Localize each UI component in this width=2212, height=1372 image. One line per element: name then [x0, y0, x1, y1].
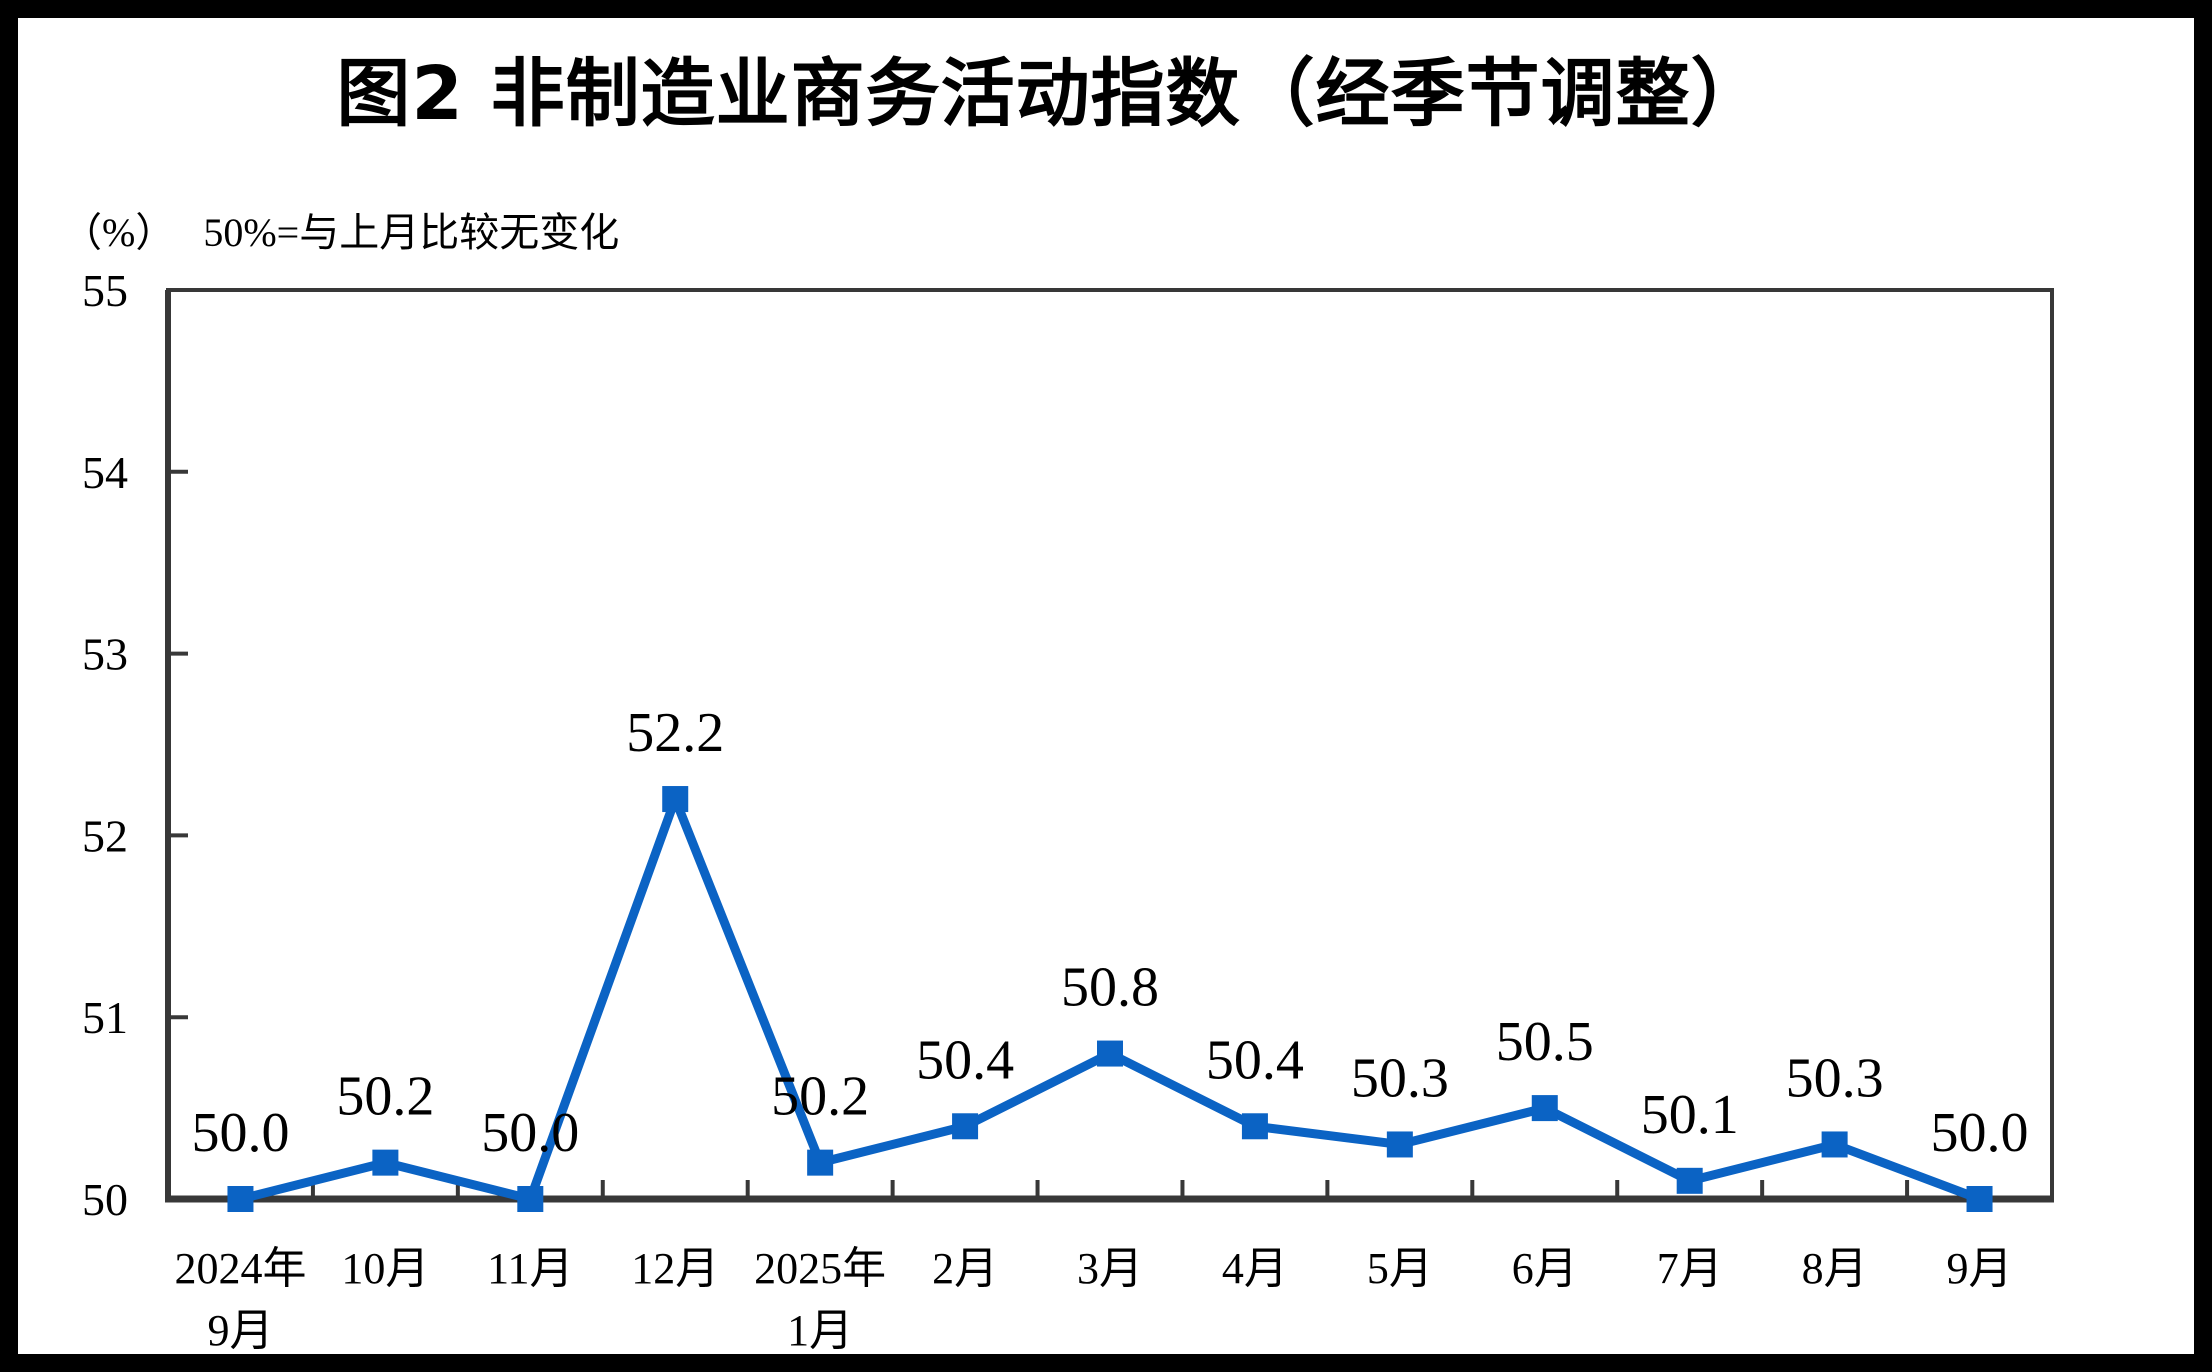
- data-point-marker: [227, 1186, 254, 1212]
- x-tick-label: 1月: [787, 1306, 853, 1355]
- data-point-label: 50.0: [191, 1102, 289, 1164]
- data-point-marker: [1386, 1131, 1413, 1158]
- data-point-label: 50.4: [916, 1029, 1014, 1091]
- axis-unit-note: （%） 50%=与上月比较无变化: [62, 200, 619, 258]
- x-tick-label: 6月: [1512, 1244, 1578, 1293]
- data-point-label: 52.2: [626, 702, 724, 764]
- data-point-label: 50.3: [1786, 1047, 1884, 1109]
- data-point-marker: [1966, 1186, 1993, 1212]
- axes: [165, 288, 2054, 1203]
- x-tick-label: 2025年: [754, 1244, 886, 1293]
- y-axis-unit-label: （%）: [62, 210, 176, 255]
- data-point-marker: [1531, 1095, 1558, 1122]
- y-tick-label: 53: [82, 629, 128, 680]
- x-tick-label: 12月: [631, 1244, 719, 1293]
- y-tick-label: 54: [82, 447, 128, 498]
- data-point-marker: [662, 786, 689, 813]
- y-tick-label: 55: [82, 265, 128, 316]
- data-point-marker: [952, 1113, 979, 1140]
- reference-line-note: 50%=与上月比较无变化: [203, 210, 620, 255]
- data-point-label: 50.5: [1496, 1011, 1594, 1073]
- x-tick-label: 4月: [1222, 1244, 1288, 1293]
- y-axis: 50 51 52 53 54 55: [82, 265, 188, 1225]
- x-tick-label: 2024年: [174, 1244, 306, 1293]
- chart-title: 图2 非制造业商务活动指数（经季节调整）: [336, 51, 1766, 137]
- data-point-marker: [1241, 1113, 1268, 1140]
- data-point-marker: [807, 1149, 834, 1176]
- data-point-marker: [372, 1149, 399, 1176]
- data-point-label: 50.2: [336, 1066, 434, 1128]
- data-point-marker: [517, 1186, 544, 1212]
- data-point-label: 50.1: [1641, 1084, 1739, 1146]
- y-tick-label: 51: [82, 992, 128, 1043]
- x-tick-label: 9月: [207, 1306, 273, 1355]
- x-tick-label: 9月: [1947, 1244, 2013, 1293]
- x-axis: 2024年 9月 10月 11月 12月 2025年 1月 2月 3月 4月 5月 6月 7月 8月 9月: [174, 1180, 2013, 1355]
- x-tick-label: 3月: [1077, 1244, 1143, 1293]
- x-tick-label: 10月: [341, 1244, 429, 1293]
- data-point-label: 50.0: [1931, 1102, 2029, 1164]
- data-point-label: 50.2: [771, 1066, 869, 1128]
- data-point-marker: [1676, 1167, 1703, 1194]
- data-point-label: 50.8: [1061, 957, 1159, 1019]
- x-tick-label: 11月: [487, 1244, 573, 1293]
- x-tick-label: 5月: [1367, 1244, 1433, 1293]
- y-tick-label: 52: [82, 810, 128, 861]
- data-point-marker: [1821, 1131, 1848, 1158]
- data-series: 50.0 50.2 50.0 52.2 50.2 50.4 50.8 50.4 50.3 50.5…: [191, 702, 2029, 1212]
- x-tick-label: 8月: [1802, 1244, 1868, 1293]
- chart-canvas: [18, 18, 2194, 1354]
- data-point-label: 50.0: [481, 1102, 579, 1164]
- y-tick-label: 50: [82, 1174, 128, 1225]
- data-point-marker: [1097, 1040, 1123, 1067]
- data-point-label: 50.4: [1206, 1029, 1304, 1091]
- x-tick-label: 2月: [932, 1244, 998, 1293]
- x-tick-label: 7月: [1657, 1244, 1723, 1293]
- data-point-label: 50.3: [1351, 1047, 1449, 1109]
